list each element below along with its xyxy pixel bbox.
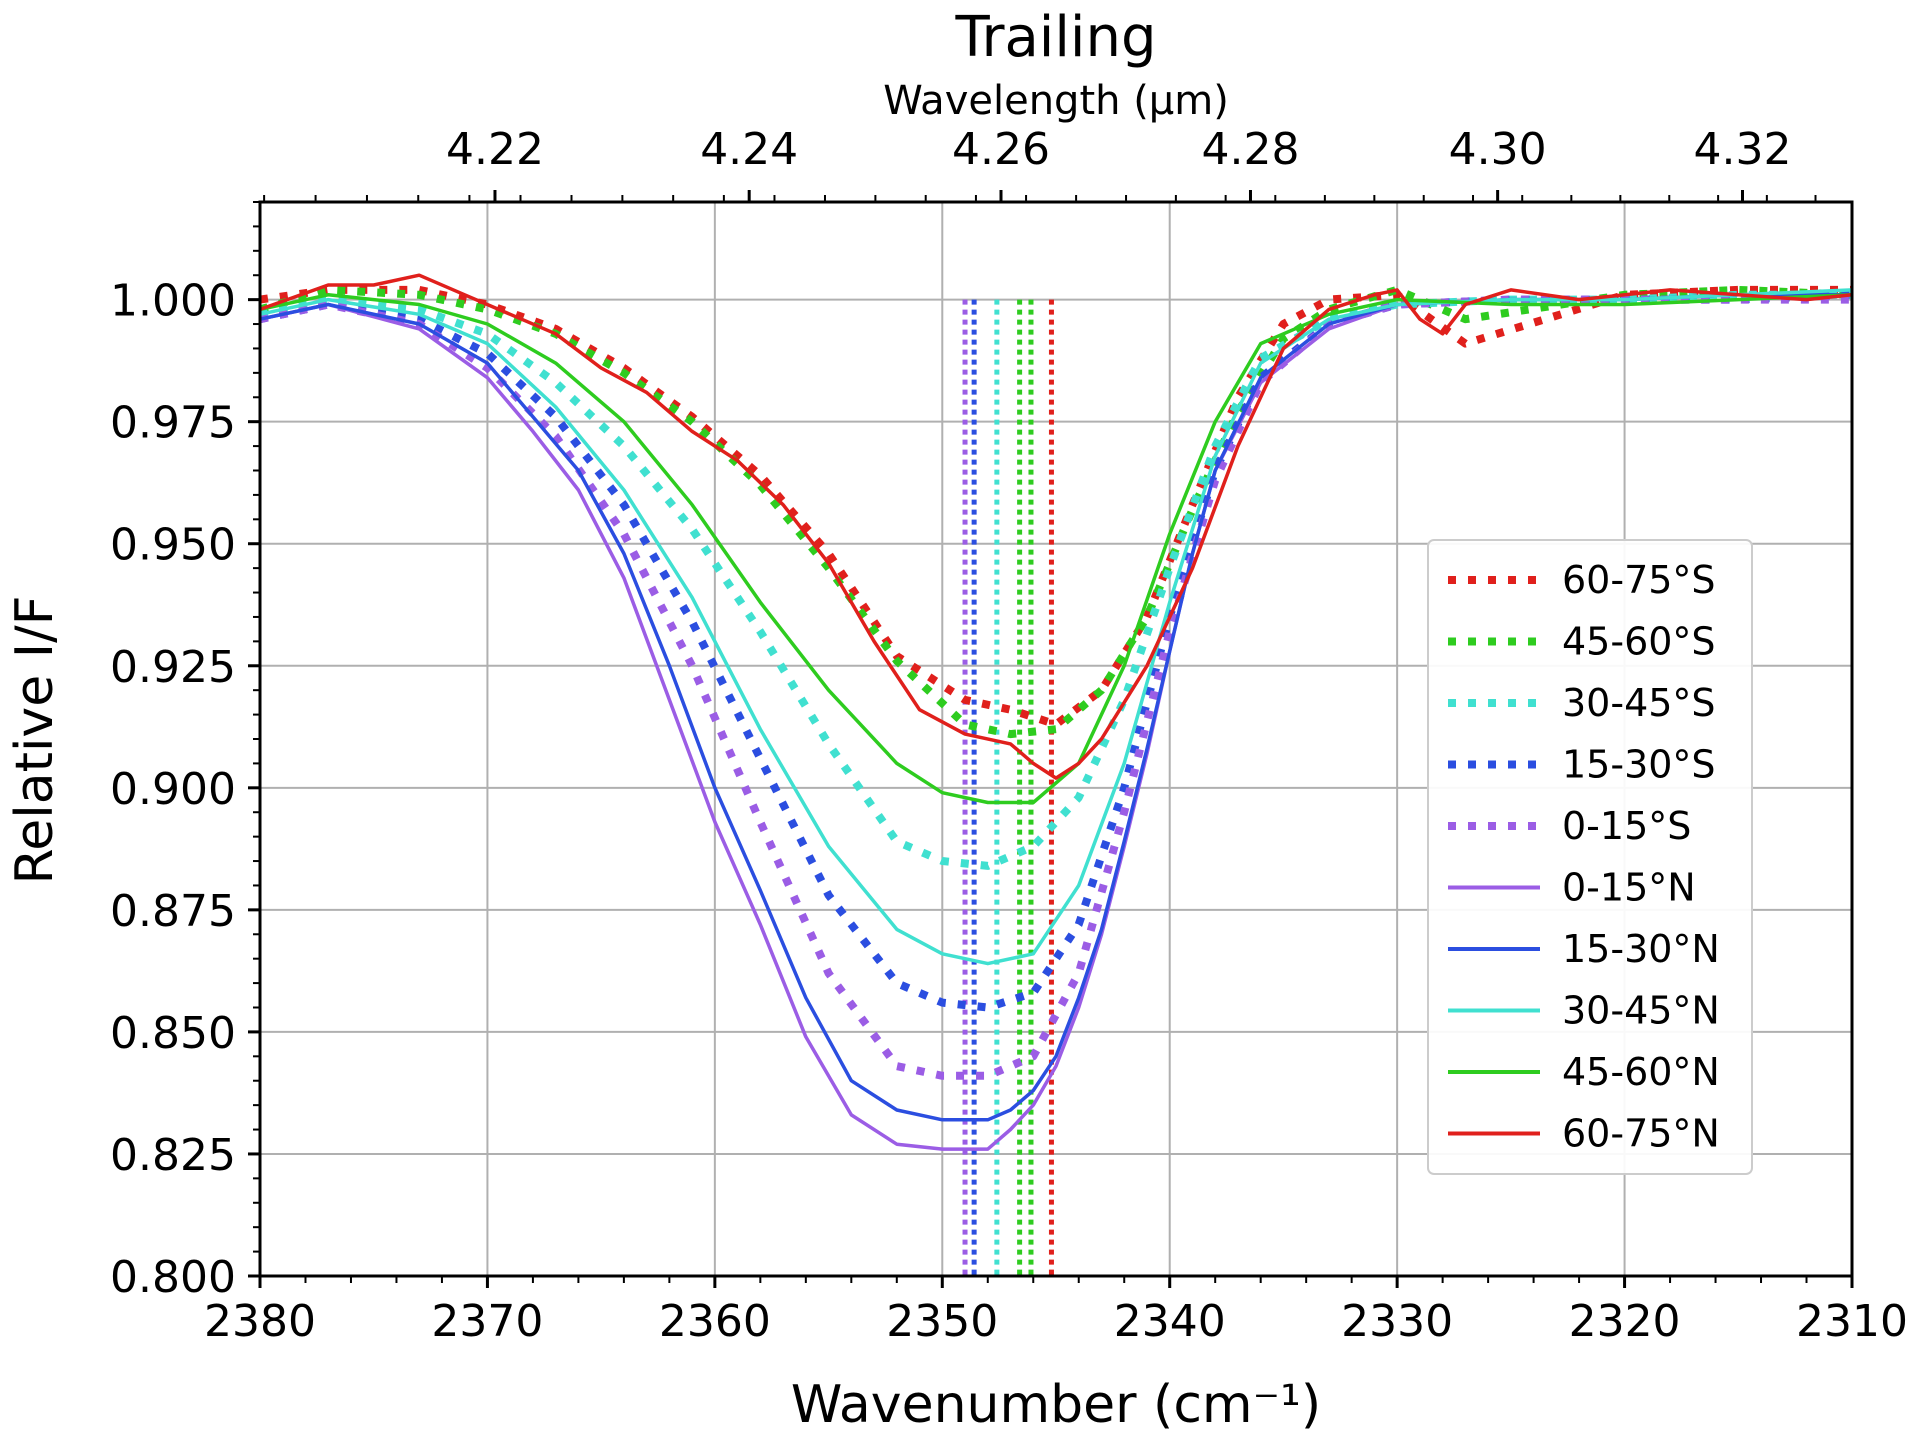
x-tick-label: 2330 — [1341, 1296, 1453, 1347]
top-tick-label: 4.32 — [1694, 124, 1792, 175]
bottom-axis-ticks: 2380 2370 2360 2350 2340 2330 2320 2310 — [204, 1276, 1908, 1347]
top-tick-label: 4.28 — [1201, 124, 1299, 175]
legend-label: 0-15°N — [1562, 866, 1696, 910]
series-line — [259, 273, 1853, 780]
y-tick-label: 0.875 — [110, 886, 236, 937]
top-axis-title: Wavelength (μm) — [883, 78, 1229, 124]
y-tick-label: 0.950 — [110, 520, 236, 571]
x-tick-label: 2360 — [659, 1296, 771, 1347]
series-line — [259, 293, 1852, 1122]
legend: 60-75°S 45-60°S 30-45°S 15-30°S 0-15°S 0-15°N… — [1427, 539, 1753, 1175]
x-tick-label: 2340 — [1114, 1296, 1226, 1347]
legend-label: 60-75°N — [1562, 1112, 1720, 1156]
legend-label: 45-60°S — [1562, 620, 1716, 664]
legend-items: 60-75°S 45-60°S 30-45°S 15-30°S 0-15°S 0-15°N… — [1448, 558, 1720, 1156]
series-line — [258, 285, 1853, 739]
reference-vertical-lines — [962, 299, 1054, 1276]
legend-label: 60-75°S — [1562, 558, 1716, 602]
top-tick-label: 4.26 — [952, 124, 1050, 175]
y-tick-label: 0.975 — [110, 398, 236, 449]
top-tick-label: 4.24 — [700, 124, 798, 175]
x-tick-label: 2310 — [1796, 1296, 1908, 1347]
series-line — [259, 293, 1853, 805]
legend-box — [1427, 539, 1753, 1175]
x-tick-label: 2380 — [204, 1296, 316, 1347]
x-axis-title: Wavenumber (cm⁻¹) — [791, 1375, 1321, 1435]
legend-label: 0-15°S — [1562, 804, 1691, 848]
top-tick-label: 4.22 — [446, 124, 544, 175]
series-lines — [258, 273, 1853, 1151]
left-axis-ticks: 0.800 0.825 0.850 0.875 0.900 0.925 0.950 0.975… — [110, 201, 260, 1303]
x-tick-label: 2320 — [1569, 1296, 1681, 1347]
legend-label: 30-45°N — [1562, 989, 1720, 1033]
chart-title: Trailing — [954, 5, 1156, 70]
y-tick-label: 0.800 — [110, 1252, 236, 1303]
legend-label: 15-30°N — [1562, 927, 1720, 971]
series-line — [259, 288, 1853, 966]
legend-label: 45-60°N — [1562, 1050, 1720, 1094]
series-line — [259, 293, 1852, 1151]
legend-label: 15-30°S — [1562, 743, 1716, 787]
x-tick-label: 2370 — [431, 1296, 543, 1347]
y-tick-label: 1.000 — [110, 276, 236, 327]
y-tick-label: 0.850 — [110, 1008, 236, 1059]
series-line — [259, 295, 1852, 1080]
top-tick-label: 4.30 — [1449, 124, 1547, 175]
y-tick-label: 0.925 — [110, 642, 236, 693]
top-axis-ticks: 4.22 4.24 4.26 4.28 4.30 4.32 — [263, 124, 1817, 202]
y-axis-title: Relative I/F — [5, 596, 65, 885]
x-tick-label: 2350 — [886, 1296, 998, 1347]
legend-label: 30-45°S — [1562, 681, 1716, 725]
y-tick-label: 0.900 — [110, 764, 236, 815]
y-tick-label: 0.825 — [110, 1130, 236, 1181]
